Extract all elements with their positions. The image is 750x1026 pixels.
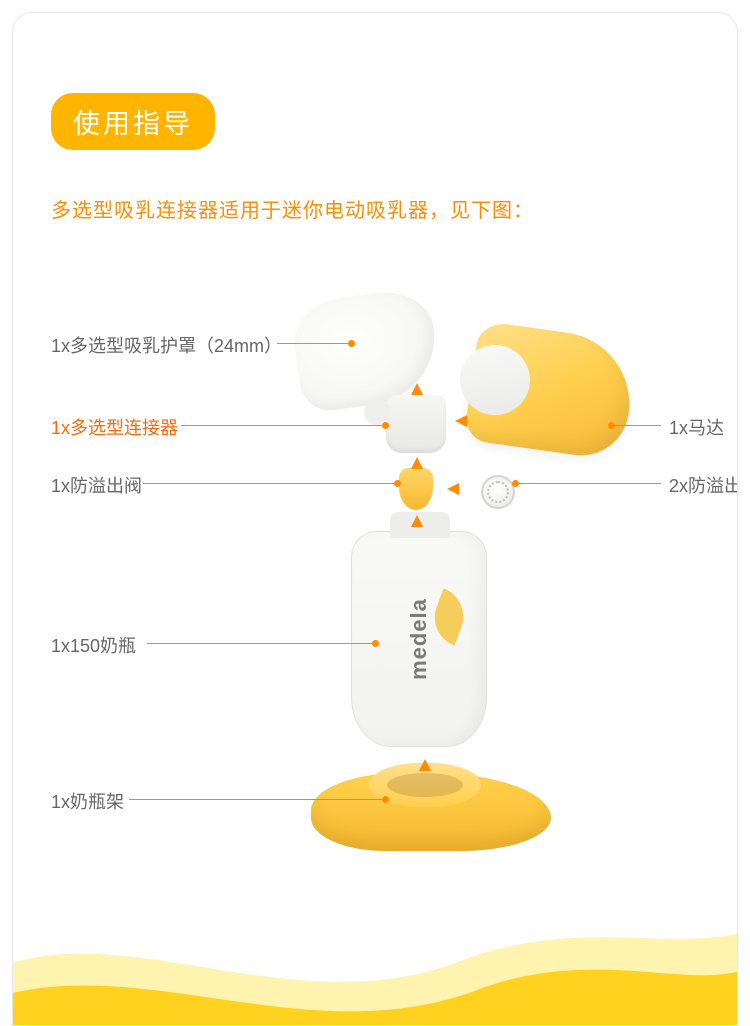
callout-label: 1x马达 [669,414,724,440]
assembly-arrow-icon [411,457,423,469]
leader-dot [608,422,615,429]
leader-dot [394,480,401,487]
callout-label: 2x防溢出膜 [669,472,738,498]
assembly-arrow-icon [419,759,431,771]
leader-line [277,343,351,344]
assembly-arrow-icon [447,483,459,495]
part-connector [386,395,446,453]
callout-label: 1x奶瓶架 [51,788,124,814]
part-motor [463,320,638,461]
section-badge: 使用指导 [51,93,215,150]
part-membrane [481,475,515,509]
assembly-diagram: medela 1x多选型吸乳护罩（24mm） 1x多选型连接器 1x防溢出阀 1x15… [51,243,699,943]
leader-line [181,425,385,426]
leader-dot [382,796,389,803]
callout-label: 1x防溢出阀 [51,472,142,498]
leader-line [515,483,661,484]
assembly-arrow-icon [411,383,423,395]
leader-dot [512,480,519,487]
bottle-leaf-icon [426,588,471,645]
leader-line [611,425,661,426]
leader-line [147,643,375,644]
footer-wave [12,895,738,1026]
section-subtitle: 多选型吸乳连接器适用于迷你电动吸乳器，见下图： [51,194,699,223]
leader-dot [348,340,355,347]
bottle-brand: medela [406,598,432,680]
assembly-arrow-icon [455,415,467,427]
part-valve [399,468,433,510]
part-bottle: medela [351,531,487,747]
callout-label: 1x多选型吸乳护罩（24mm） [51,332,282,358]
page-card: 使用指导 多选型吸乳连接器适用于迷你电动吸乳器，见下图： medela 1x多选… [12,12,738,1026]
callout-label: 1x多选型连接器 [51,414,178,440]
leader-dot [382,422,389,429]
leader-dot [372,640,379,647]
callout-label: 1x150奶瓶 [51,632,136,658]
assembly-arrow-icon [411,515,423,527]
part-bottle-stand [311,773,551,851]
leader-line [129,799,385,800]
leader-line [143,483,397,484]
